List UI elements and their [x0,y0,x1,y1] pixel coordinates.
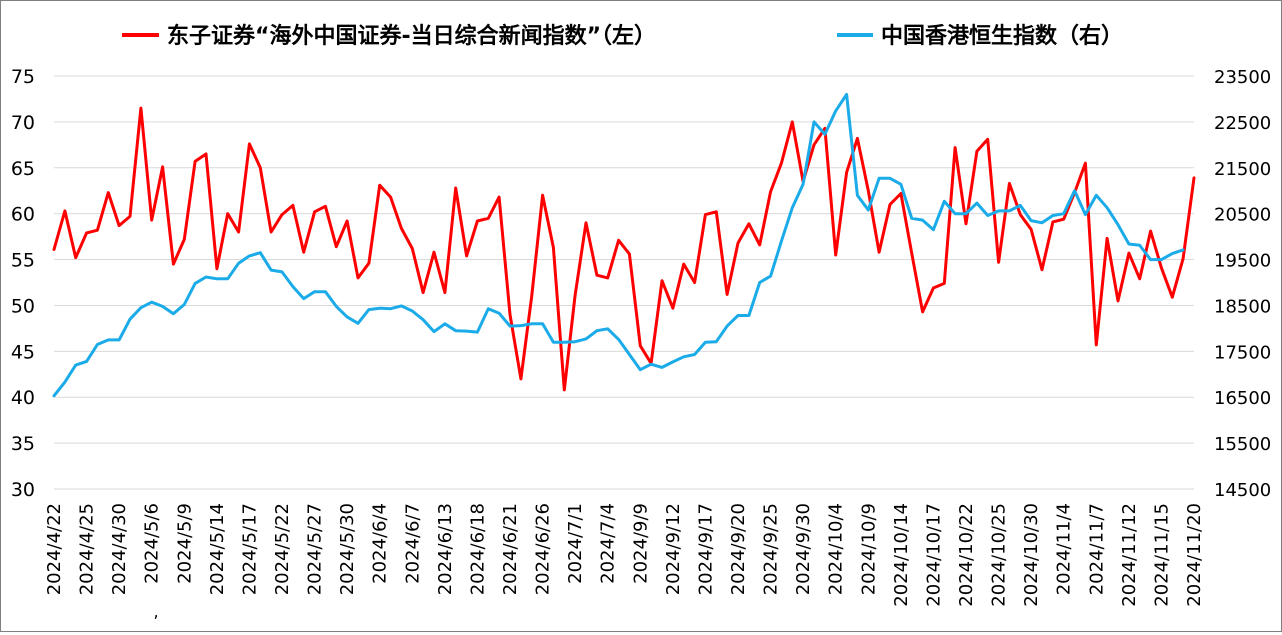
right-tick-label: 21500 [1214,159,1271,180]
x-tick-label: 2024/10/4 [826,503,847,595]
x-tick-label: 2024/9/30 [793,503,814,595]
x-tick-label: 2024/5/14 [207,503,228,595]
x-tick-label: 2024/11/20 [1184,503,1205,607]
x-tick-label: 2024/4/22 [44,503,65,595]
left-tick-label: 30 [11,479,35,501]
x-tick-label: 2024/9/9 [630,503,651,584]
x-tick-label: 2024/11/7 [1086,503,1107,595]
left-tick-label: 65 [11,158,35,180]
x-tick-label: 2024/7/4 [598,503,619,584]
x-tick-label: 2024/11/4 [1054,503,1075,595]
x-tick-label: 2024/5/17 [239,503,260,595]
x-axis: 2024/4/22 2024/4/25 2024/4/30 2024/5/6 2024/… [44,503,1205,621]
x-tick-label: 2024/10/14 [891,503,912,607]
left-tick-label: 45 [11,341,35,363]
right-tick-label: 19500 [1214,251,1271,272]
right-tick-label: 23500 [1214,67,1271,88]
x-tick-label: 2024/6/18 [467,503,488,595]
grid-lines [54,75,1194,490]
x-tick-label: 2024/5/30 [337,503,358,595]
x-tick-label: 2024/9/12 [663,503,684,595]
legend-label-2: 中国香港恒生指数（右） [881,23,1123,49]
x-tick-label: 2024/6/7 [402,503,423,584]
left-tick-label: 50 [11,295,35,317]
legend: 东子证券“海外中国证券-当日综合新闻指数”（左） 中国香港恒生指数（右） [122,23,1123,49]
right-tick-label: 22500 [1214,113,1271,134]
x-tick-label: 2024/11/12 [1119,503,1140,607]
left-tick-label: 70 [11,112,35,134]
x-tick-label: 2024/11/15 [1151,503,1172,607]
x-tick-label: 2024/10/22 [956,503,977,607]
right-tick-label: 20500 [1214,205,1271,226]
x-tick-label: 2024/6/21 [500,503,521,595]
x-tick-label: 2024/4/30 [109,503,130,595]
right-y-axis: 14500 15500 16500 17500 18500 19500 20500 21500… [1214,67,1271,501]
x-tick-label: 2024/10/30 [1021,503,1042,607]
right-tick-label: 16500 [1214,388,1271,409]
x-tick-label: 2024/5/6 [142,503,163,584]
x-tick-label: 2024/6/13 [435,503,456,595]
right-tick-label: 17500 [1214,342,1271,363]
left-tick-label: 60 [11,204,35,226]
series-lines [52,92,1196,398]
left-tick-label: 40 [11,387,35,409]
x-tick-label: 2024/10/25 [989,503,1010,607]
x-tick-label: 2024/5/27 [305,503,326,595]
x-tick-label: 2024/6/26 [533,503,554,595]
x-tick-label: 2024/10/9 [858,503,879,595]
left-y-axis: 30 35 40 45 50 55 60 65 70 75 [11,66,35,501]
x-tick-label: 2024/9/20 [728,503,749,595]
series-line-2 [52,92,1185,398]
right-tick-label: 14500 [1214,480,1271,501]
series-line-1 [52,106,1196,392]
stray-mark: , [153,602,158,621]
x-tick-label: 2024/9/25 [761,503,782,595]
left-tick-label: 75 [11,66,35,88]
right-tick-label: 18500 [1214,296,1271,317]
x-tick-label: 2024/5/22 [272,503,293,595]
left-tick-label: 35 [11,433,35,455]
legend-label-1: 东子证券“海外中国证券-当日综合新闻指数”（左） [167,23,656,49]
x-tick-label: 2024/9/17 [695,503,716,595]
x-tick-label: 2024/10/17 [923,503,944,607]
x-tick-label: 2024/5/9 [174,503,195,584]
right-tick-label: 15500 [1214,434,1271,455]
left-tick-label: 55 [11,250,35,272]
x-tick-label: 2024/4/25 [77,503,98,595]
x-tick-label: 2024/6/4 [370,503,391,584]
x-tick-label: 2024/7/1 [565,503,586,584]
